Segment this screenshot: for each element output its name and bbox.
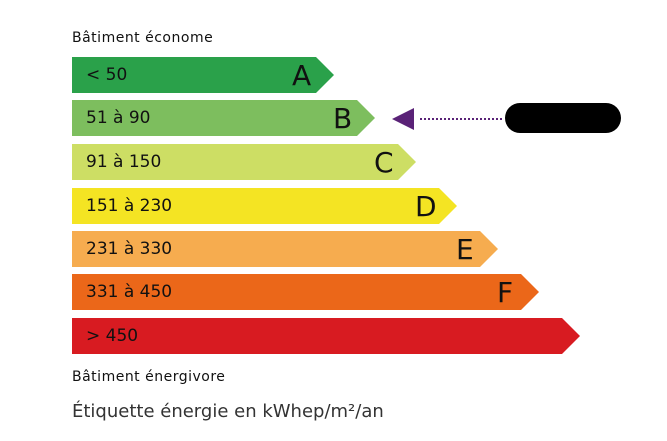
energy-class-a: < 50 A (72, 57, 334, 93)
class-range: 51 à 90 (86, 108, 151, 128)
class-range: 331 à 450 (86, 282, 173, 302)
indicator-arrow-icon (392, 108, 414, 130)
redacted-value (505, 103, 621, 133)
class-letter: E (456, 233, 474, 266)
top-label: Bâtiment économe (72, 30, 214, 46)
class-letter: D (415, 190, 437, 223)
energy-class-e: 231 à 330 E (72, 231, 498, 267)
class-letter: B (333, 102, 353, 135)
energy-class-g: > 450 (72, 318, 580, 354)
energy-class-d: 151 à 230 D (72, 188, 457, 224)
class-range: 231 à 330 (86, 239, 173, 259)
indicator-line (420, 118, 502, 120)
class-range: 151 à 230 (86, 196, 173, 216)
energy-class-c: 91 à 150 C (72, 144, 416, 180)
class-range: > 450 (86, 326, 139, 346)
class-range: < 50 (86, 65, 128, 85)
class-letter: F (497, 276, 514, 309)
energy-class-b: 51 à 90 B (72, 100, 375, 136)
energy-class-f: 331 à 450 F (72, 274, 539, 310)
bottom-label: Bâtiment énergivore (72, 369, 226, 385)
class-letter: C (374, 146, 394, 179)
caption: Étiquette énergie en kWhep/m²/an (72, 401, 384, 422)
class-letter: A (292, 59, 312, 92)
class-range: 91 à 150 (86, 152, 162, 172)
